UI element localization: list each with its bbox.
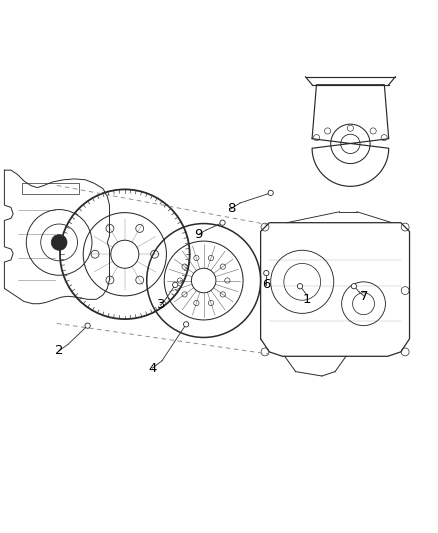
Circle shape	[194, 301, 199, 305]
Circle shape	[106, 276, 114, 284]
Circle shape	[136, 224, 144, 232]
Circle shape	[401, 223, 409, 231]
Circle shape	[220, 264, 226, 269]
Text: 7: 7	[360, 290, 369, 303]
Text: 6: 6	[262, 278, 271, 292]
Text: 3: 3	[157, 298, 166, 311]
Text: 8: 8	[227, 202, 236, 215]
Circle shape	[182, 264, 187, 269]
Circle shape	[370, 128, 376, 134]
Circle shape	[351, 284, 357, 289]
Circle shape	[264, 270, 269, 276]
Circle shape	[225, 278, 230, 283]
Circle shape	[177, 278, 183, 283]
Text: 1: 1	[302, 293, 311, 306]
Circle shape	[297, 284, 303, 289]
Circle shape	[401, 348, 409, 356]
Circle shape	[401, 287, 409, 295]
Circle shape	[220, 220, 225, 225]
Circle shape	[220, 292, 226, 297]
Circle shape	[381, 135, 387, 141]
Circle shape	[136, 276, 144, 284]
Circle shape	[261, 348, 269, 356]
Circle shape	[151, 251, 159, 258]
Circle shape	[173, 282, 178, 287]
Bar	[22, 183, 79, 194]
Circle shape	[268, 190, 273, 196]
Circle shape	[106, 224, 114, 232]
Text: 2: 2	[55, 344, 64, 357]
Circle shape	[261, 223, 269, 231]
Circle shape	[314, 135, 320, 141]
Circle shape	[194, 255, 199, 261]
Circle shape	[91, 251, 99, 258]
Circle shape	[347, 125, 353, 131]
Circle shape	[85, 323, 90, 328]
Circle shape	[184, 322, 189, 327]
Circle shape	[208, 255, 214, 261]
Circle shape	[325, 128, 331, 134]
Circle shape	[208, 301, 214, 305]
Circle shape	[182, 292, 187, 297]
Text: 4: 4	[148, 361, 157, 375]
Circle shape	[51, 235, 67, 251]
Text: 9: 9	[194, 228, 203, 241]
